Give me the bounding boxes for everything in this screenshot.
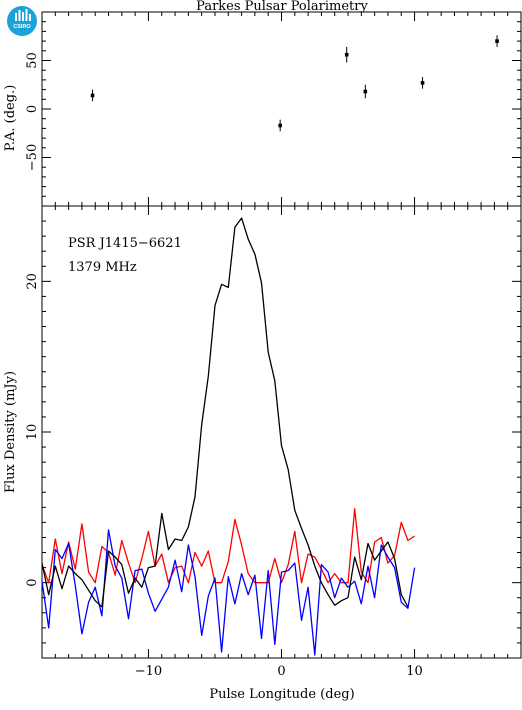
pa-y-axis-label: P.A. (deg.) <box>3 85 18 152</box>
psr-name: PSR J1415−6621 <box>68 236 182 251</box>
pa-point <box>344 52 349 57</box>
flux-y-axis-label: Flux Density (mJy) <box>3 371 18 493</box>
x-tick-label: −10 <box>135 664 162 679</box>
flux-lines <box>41 217 416 656</box>
pa-point <box>363 89 368 94</box>
pa-point <box>420 81 425 85</box>
pa-points <box>90 35 499 132</box>
flux-y-tick-label: 0 <box>25 579 40 587</box>
pa-point <box>278 123 282 128</box>
pa-panel-frame <box>41 11 522 207</box>
pa-y-tick-label: 50 <box>25 52 40 69</box>
csiro-logo: CSIRO <box>7 6 37 36</box>
flux-axes: 0 10 20 −10 0 10 <box>25 206 522 679</box>
pa-axes: −50 0 50 <box>25 12 522 206</box>
x-axis-label: Pulse Longitude (deg) <box>209 687 354 702</box>
series-linear-line <box>41 508 415 584</box>
pa-point <box>90 93 95 98</box>
series-total-line <box>41 217 409 608</box>
pa-point <box>495 39 499 43</box>
frequency-label: 1379 MHz <box>68 260 137 275</box>
x-tick-label: 0 <box>277 664 285 679</box>
pa-y-tick-label: −50 <box>25 144 40 171</box>
chart-title: Parkes Pulsar Polarimetry <box>196 0 368 14</box>
pa-y-tick-label: 0 <box>25 105 40 113</box>
flux-y-tick-label: 10 <box>25 424 40 441</box>
flux-y-tick-label: 20 <box>25 273 40 290</box>
x-tick-label: 10 <box>406 664 423 679</box>
logo-text: CSIRO <box>13 24 31 30</box>
